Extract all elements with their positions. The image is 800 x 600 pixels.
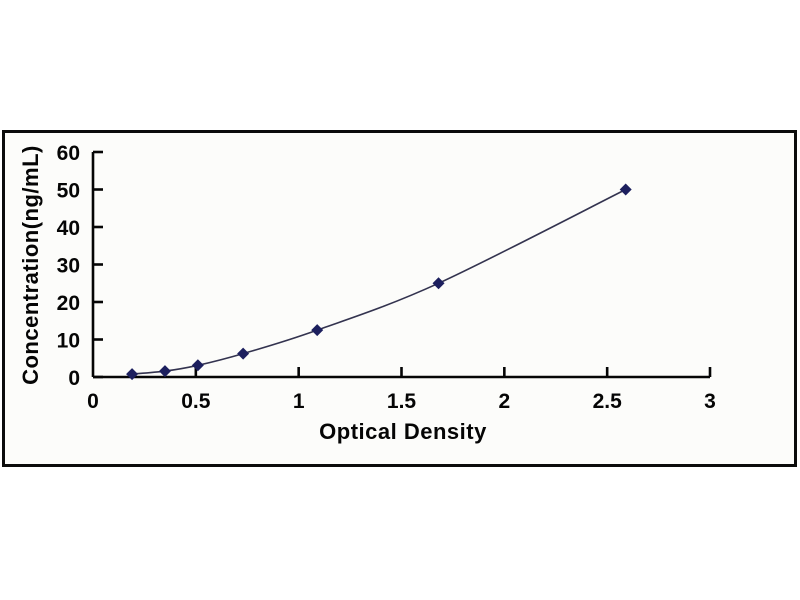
data-point-marker (311, 324, 324, 337)
y-tick-label: 50 (57, 180, 80, 203)
data-point-marker (619, 183, 632, 196)
y-tick-label: 60 (57, 142, 80, 165)
y-tick-label: 20 (57, 292, 80, 315)
data-point-marker (126, 368, 139, 381)
data-point-marker (432, 277, 445, 290)
x-tick-label: 0 (87, 390, 99, 413)
data-point-marker (191, 359, 204, 372)
data-point-marker (237, 347, 250, 360)
x-tick-label: 1.5 (387, 390, 417, 413)
x-tick-label: 0.5 (181, 390, 211, 413)
x-tick-label: 2 (498, 390, 510, 413)
y-tick-label: 40 (57, 217, 80, 240)
y-tick-label: 10 (57, 330, 80, 353)
x-axis-title: Optical Density (319, 419, 487, 444)
y-tick-label: 0 (68, 367, 80, 390)
x-tick-label: 3 (704, 390, 716, 413)
standard-curve-line (132, 188, 627, 375)
x-tick-label: 2.5 (593, 390, 623, 413)
standard-curve-chart-frame (2, 130, 797, 467)
y-tick-label: 30 (57, 255, 80, 278)
x-tick-label: 1 (293, 390, 305, 413)
data-point-marker (158, 365, 171, 378)
y-axis-title: Concentration(ng/mL) (18, 145, 43, 385)
